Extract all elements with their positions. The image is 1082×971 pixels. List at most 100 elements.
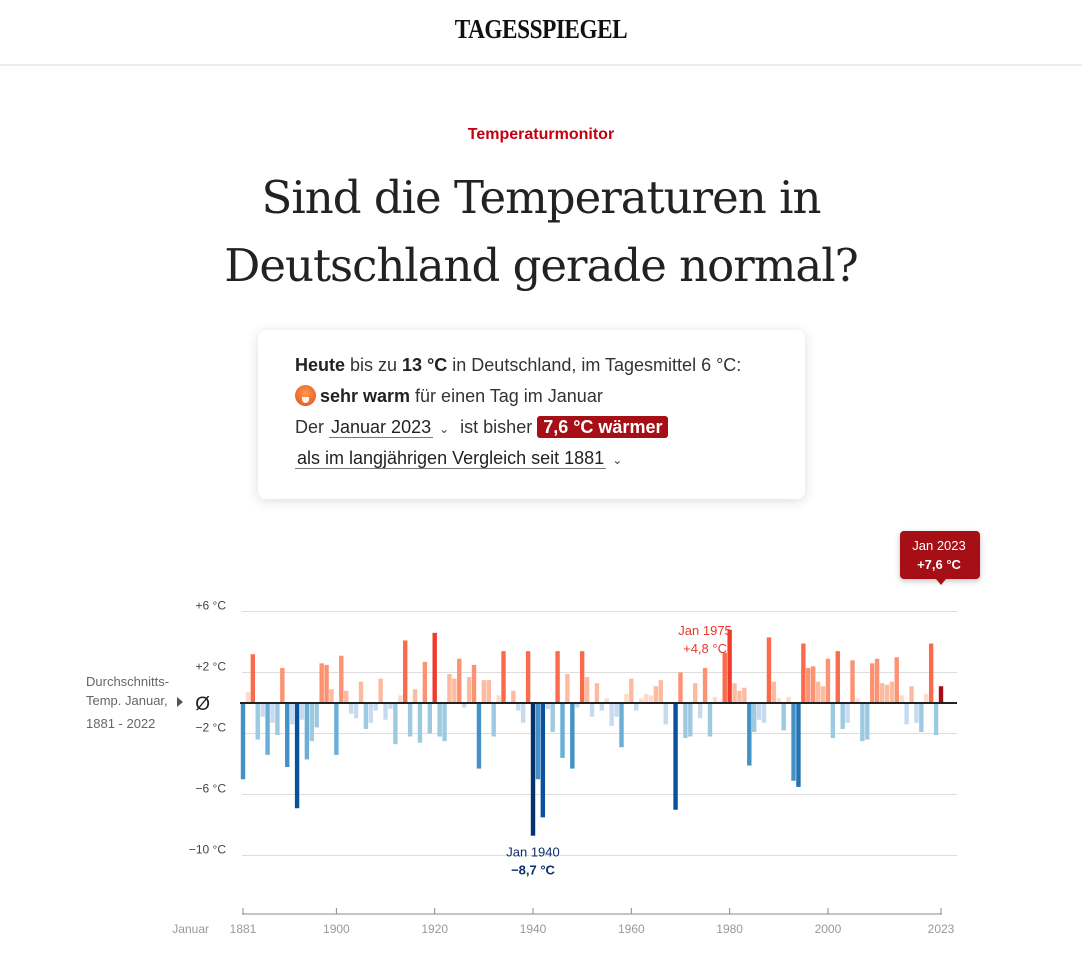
bar-1897 bbox=[319, 663, 324, 703]
bar-1905 bbox=[358, 681, 364, 703]
site-logo[interactable]: TAGESSPIEGEL bbox=[454, 14, 628, 44]
bar-2011 bbox=[879, 683, 885, 703]
article-kicker[interactable]: Temperaturmonitor bbox=[467, 126, 615, 143]
bar-2007 bbox=[860, 703, 865, 742]
bar-1960 bbox=[629, 678, 634, 703]
bar-1961 bbox=[634, 703, 639, 711]
bar-1965 bbox=[653, 686, 659, 703]
bar-1903 bbox=[348, 703, 354, 714]
average-label-line-2: Temp. Januar, bbox=[86, 693, 168, 708]
bar-1946 bbox=[560, 703, 565, 758]
bar-1999 bbox=[820, 686, 826, 703]
bar-1920 bbox=[432, 632, 437, 703]
bar-1966 bbox=[658, 680, 664, 703]
rating-line: sehr warm für einen Tag im Januar bbox=[295, 381, 805, 412]
chevron-down-icon[interactable]: ⌄ bbox=[439, 422, 450, 436]
bar-2023 bbox=[938, 686, 944, 703]
bar-2004 bbox=[845, 703, 850, 723]
max-temp: 13 °C bbox=[402, 355, 448, 375]
today-line: Heute bis zu 13 °C in Deutschland, im Ta… bbox=[295, 350, 805, 381]
bar-1994 bbox=[796, 703, 801, 787]
bar-1906 bbox=[363, 703, 369, 729]
bar-1936 bbox=[511, 690, 516, 703]
bar-2017 bbox=[909, 686, 914, 703]
month-mid: ist bisher bbox=[455, 417, 538, 437]
bar-1892 bbox=[294, 703, 300, 809]
bar-1945 bbox=[555, 651, 560, 703]
bar-1881 bbox=[240, 703, 246, 780]
today-label: Heute bbox=[295, 355, 346, 375]
summary-card: Heute bis zu 13 °C in Deutschland, im Ta… bbox=[258, 330, 805, 499]
bar-1967 bbox=[663, 703, 668, 725]
bar-1979 bbox=[722, 652, 727, 703]
today-rest: in Deutschland, im Tagesmittel 6 °C: bbox=[447, 355, 742, 375]
bar-1988 bbox=[766, 637, 772, 703]
bar-1919 bbox=[427, 703, 432, 734]
bar-1917 bbox=[417, 703, 423, 743]
bar-1899 bbox=[329, 689, 334, 703]
bars bbox=[240, 629, 944, 836]
bar-2002 bbox=[835, 651, 840, 703]
bar-1933 bbox=[496, 695, 501, 703]
bar-1925 bbox=[457, 658, 462, 703]
bar-1973 bbox=[693, 683, 698, 703]
month-select[interactable]: Januar 2023 bbox=[329, 417, 434, 438]
bar-1937 bbox=[516, 703, 521, 711]
bar-1972 bbox=[688, 703, 693, 737]
x-tick-label: 1900 bbox=[323, 922, 350, 936]
bar-1991 bbox=[781, 703, 786, 731]
annotation-title: Jan 1940 bbox=[506, 845, 560, 860]
bar-1970 bbox=[678, 672, 683, 703]
bar-1918 bbox=[422, 661, 428, 703]
bar-1882 bbox=[245, 692, 251, 703]
bar-1914 bbox=[403, 640, 408, 703]
bar-1913 bbox=[398, 695, 403, 703]
bar-1995 bbox=[801, 643, 806, 703]
bar-1884 bbox=[255, 703, 260, 740]
bar-1978 bbox=[717, 701, 723, 703]
bar-1931 bbox=[486, 680, 491, 703]
bar-1984 bbox=[747, 703, 752, 766]
bar-1890 bbox=[285, 703, 290, 768]
bar-1964 bbox=[648, 695, 654, 703]
bar-2020 bbox=[924, 693, 929, 703]
bar-2000 bbox=[825, 658, 831, 703]
average-label-line-1: Durchschnitts- bbox=[86, 674, 170, 689]
bar-2003 bbox=[840, 703, 845, 729]
bar-1930 bbox=[481, 680, 487, 703]
chevron-down-icon[interactable]: ⌄ bbox=[612, 453, 623, 467]
y-tick-label: +2 °C bbox=[196, 660, 227, 674]
bar-1942 bbox=[540, 703, 546, 818]
bar-1993 bbox=[791, 703, 796, 781]
bar-2016 bbox=[904, 703, 909, 725]
bar-1907 bbox=[368, 703, 374, 723]
x-tick-label: 1960 bbox=[618, 922, 645, 936]
headline-line-1: Sind die Temperaturen in bbox=[261, 171, 822, 224]
bar-1948 bbox=[570, 703, 575, 769]
bar-1910 bbox=[383, 703, 388, 720]
bar-1992 bbox=[786, 696, 791, 703]
annotations: Jan 1975 +4,8 °C Jan 1940 −8,7 °C Jan 2023 +7… bbox=[506, 531, 980, 878]
bar-1940 bbox=[530, 703, 536, 836]
bar-1932 bbox=[491, 703, 496, 737]
y-tick-label: −10 °C bbox=[189, 843, 226, 857]
tooltip-pointer bbox=[936, 579, 946, 585]
grid-lines bbox=[242, 611, 957, 856]
bar-2005 bbox=[850, 660, 855, 703]
average-label: Durchschnitts- Temp. Januar, 1881 - 2022 bbox=[86, 672, 169, 733]
bar-1990 bbox=[776, 698, 781, 703]
comparison-select[interactable]: als im langjährigen Vergleich seit 1881 bbox=[295, 448, 607, 469]
rating-text: sehr warm bbox=[320, 386, 411, 406]
average-symbol: Ø bbox=[195, 694, 210, 715]
bar-1953 bbox=[594, 683, 600, 703]
bar-2001 bbox=[830, 703, 836, 739]
bar-2021 bbox=[928, 643, 934, 703]
bar-1908 bbox=[373, 703, 378, 711]
bar-1895 bbox=[309, 703, 315, 742]
bar-2022 bbox=[933, 703, 939, 736]
bar-1902 bbox=[344, 690, 349, 703]
bar-1957 bbox=[614, 703, 619, 717]
bar-1976 bbox=[707, 703, 713, 737]
bar-1887 bbox=[270, 703, 275, 723]
bar-1939 bbox=[525, 651, 531, 703]
